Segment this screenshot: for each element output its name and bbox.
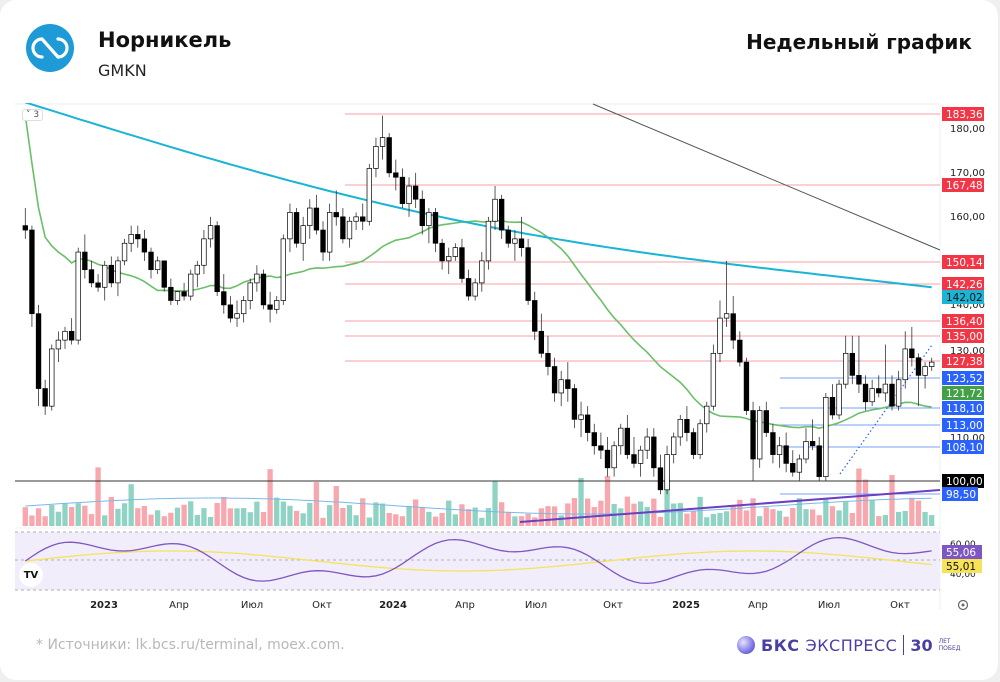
svg-text:55,06: 55,06 (946, 547, 976, 559)
x-tick: 2023 (90, 600, 118, 611)
x-tick: Апр (455, 600, 475, 611)
gear-icon (957, 599, 969, 611)
price-label (942, 277, 984, 291)
y-tick: 160,00 (950, 212, 985, 223)
svg-text:135,00: 135,00 (946, 331, 983, 343)
y-tick: 180,00 (950, 124, 985, 135)
svg-text:167,48: 167,48 (946, 180, 983, 192)
y-tick: 130,00 (950, 346, 985, 357)
price-label (942, 178, 984, 192)
x-tick: Апр (748, 600, 768, 611)
svg-text:150,14: 150,14 (946, 257, 983, 269)
svg-text:100,00: 100,00 (946, 476, 983, 488)
x-tick: 2024 (379, 600, 407, 611)
x-tick: Апр (169, 600, 189, 611)
price-label (942, 487, 978, 501)
price-label (942, 386, 984, 400)
sources-footnote: * Источники: lk.bcs.ru/terminal, moex.co… (36, 637, 345, 653)
tradingview-logo-icon: TV (19, 563, 43, 587)
collapse-indicators-button[interactable]: ˅ 3 (22, 109, 44, 121)
svg-text:123,52: 123,52 (946, 373, 983, 385)
x-tick: Окт (603, 600, 623, 611)
y-tick: 170,00 (950, 168, 985, 179)
svg-text:55,01: 55,01 (946, 561, 976, 573)
svg-text:40,00: 40,00 (950, 570, 976, 580)
svg-text:142,26: 142,26 (946, 279, 983, 291)
y-tick: 110,00 (950, 433, 985, 444)
price-label (942, 354, 984, 368)
x-tick: Окт (312, 600, 332, 611)
price-label (942, 371, 984, 385)
svg-text:98,50: 98,50 (946, 489, 976, 501)
price-label (942, 329, 984, 343)
y-tick: 140,00 (950, 300, 985, 311)
svg-text:118,10: 118,10 (946, 403, 983, 415)
price-chart[interactable]: 180,00 170,00 160,00 140,00 130,00 110,00 183,… (15, 101, 985, 620)
candlesticks (22, 115, 935, 495)
bcs-express-logo: БКС ЭКСПРЕСС 30 ЛЕТ ПОБЕД (737, 633, 960, 657)
svg-text:121,72: 121,72 (946, 388, 983, 400)
price-label (942, 107, 984, 121)
volume-bars (22, 467, 935, 526)
bcs-sphere-icon (737, 636, 755, 654)
price-label (942, 255, 984, 269)
ticker-label: GMKN (98, 61, 147, 80)
svg-text:142,02: 142,02 (946, 292, 983, 304)
company-title: Норникель (98, 28, 232, 52)
chart-period-title: Недельный график (746, 30, 972, 54)
x-tick: 2025 (672, 600, 700, 611)
price-label (942, 418, 984, 432)
svg-text:108,10: 108,10 (946, 442, 983, 454)
price-label (942, 474, 984, 488)
x-tick: Июл (818, 600, 840, 611)
x-tick: Июл (241, 600, 263, 611)
svg-text:136,40: 136,40 (946, 316, 983, 328)
price-label (942, 440, 984, 454)
price-label (942, 290, 984, 304)
x-tick: Июл (525, 600, 547, 611)
svg-text:113,00: 113,00 (946, 420, 983, 432)
price-label (942, 401, 984, 415)
nornickel-logo-icon (26, 24, 74, 72)
svg-text:183,36: 183,36 (946, 109, 983, 121)
x-tick: Окт (890, 600, 910, 611)
svg-text:127,38: 127,38 (946, 356, 983, 368)
price-label (942, 314, 984, 328)
